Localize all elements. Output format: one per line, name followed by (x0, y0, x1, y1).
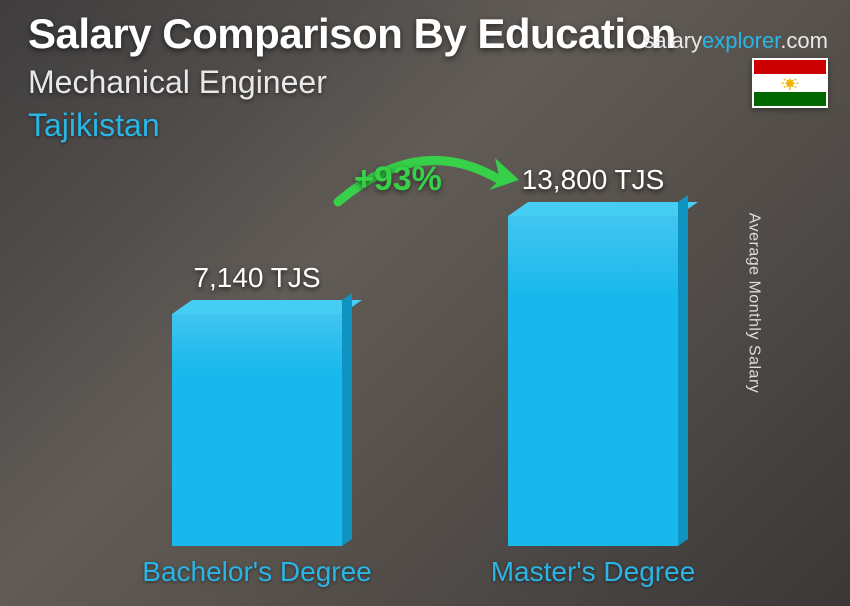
brand-mid: explorer (702, 28, 780, 53)
flag-stripe-bottom (754, 92, 826, 106)
bar-top-face (172, 300, 362, 314)
main-title: Salary Comparison By Education (28, 10, 676, 58)
percent-increase-badge: +93% (354, 160, 442, 199)
flag-stripe-mid (754, 74, 826, 92)
brand-prefix: salary (643, 28, 702, 53)
bar-chart: +93% 7,140 TJS Bachelor's Degree 13,800 … (0, 160, 850, 606)
bar-bachelors (172, 314, 342, 546)
flag-emblem-icon (754, 74, 826, 92)
subtitle: Mechanical Engineer (28, 64, 676, 101)
brand-suffix: .com (780, 28, 828, 53)
location-label: Tajikistan (28, 107, 676, 144)
bar-label-bachelors: Bachelor's Degree (132, 556, 382, 588)
title-block: Salary Comparison By Education Mechanica… (28, 10, 676, 144)
bar-side-face (342, 293, 352, 546)
bar-side-face (678, 195, 688, 546)
flag-icon (752, 58, 828, 108)
flag-stripe-top (754, 60, 826, 74)
bar-masters (508, 216, 678, 546)
bar-value-masters: 13,800 TJS (488, 164, 698, 196)
infographic-canvas: Salary Comparison By Education Mechanica… (0, 0, 850, 606)
bar-label-masters: Master's Degree (468, 556, 718, 588)
bar-value-bachelors: 7,140 TJS (152, 262, 362, 294)
brand-logo: salaryexplorer.com (643, 28, 828, 54)
bar-top-face (508, 202, 698, 216)
